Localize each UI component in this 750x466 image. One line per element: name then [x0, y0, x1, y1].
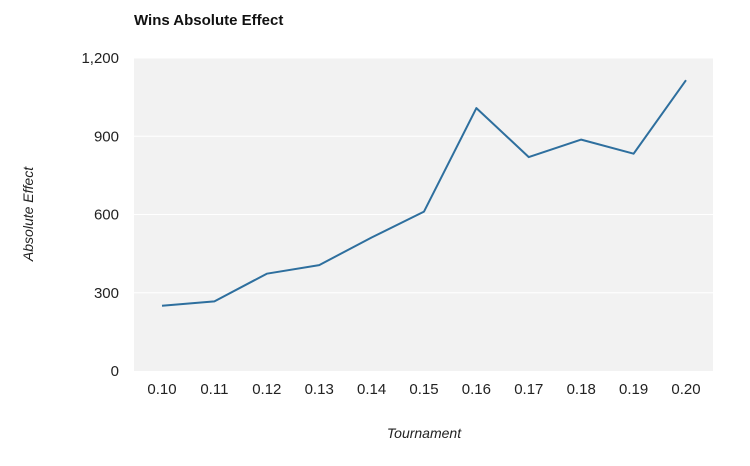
x-tick-label: 0.10	[147, 381, 176, 398]
series-layer	[161, 79, 687, 307]
x-tick-label: 0.15	[409, 381, 438, 398]
data-point	[578, 137, 584, 143]
x-tick-label: 0.17	[514, 381, 543, 398]
chart-title: Wins Absolute Effect	[134, 12, 284, 29]
y-tick-label: 1,200	[81, 50, 119, 67]
x-tick-label: 0.12	[252, 381, 281, 398]
data-point	[159, 303, 165, 309]
data-point	[369, 234, 375, 240]
x-tick-label: 0.13	[305, 381, 334, 398]
x-axis-ticks: 0.10 0.11 0.12 0.13 0.14 0.15 0.16 0.17 0.18 0.19…	[147, 381, 700, 398]
data-point	[631, 151, 637, 157]
x-tick-label: 0.16	[462, 381, 491, 398]
data-point	[526, 154, 532, 160]
x-axis-title: Tournament	[387, 425, 462, 441]
data-point	[211, 298, 217, 304]
data-point	[683, 77, 689, 83]
data-point	[421, 209, 427, 215]
y-tick-label: 0	[111, 363, 119, 380]
y-tick-label: 900	[94, 128, 119, 145]
y-tick-label: 300	[94, 285, 119, 302]
x-tick-label: 0.20	[671, 381, 700, 398]
x-tick-label: 0.11	[200, 381, 228, 398]
y-axis-title: Absolute Effect	[20, 166, 36, 262]
x-tick-label: 0.18	[567, 381, 596, 398]
y-axis-ticks: 0 300 600 900 1,200	[81, 50, 119, 380]
y-tick-label: 600	[94, 207, 119, 224]
data-point	[473, 105, 479, 111]
x-tick-label: 0.14	[357, 381, 386, 398]
data-point	[264, 271, 270, 277]
data-point	[316, 262, 322, 268]
series-line	[161, 79, 687, 307]
x-tick-label: 0.19	[619, 381, 648, 398]
